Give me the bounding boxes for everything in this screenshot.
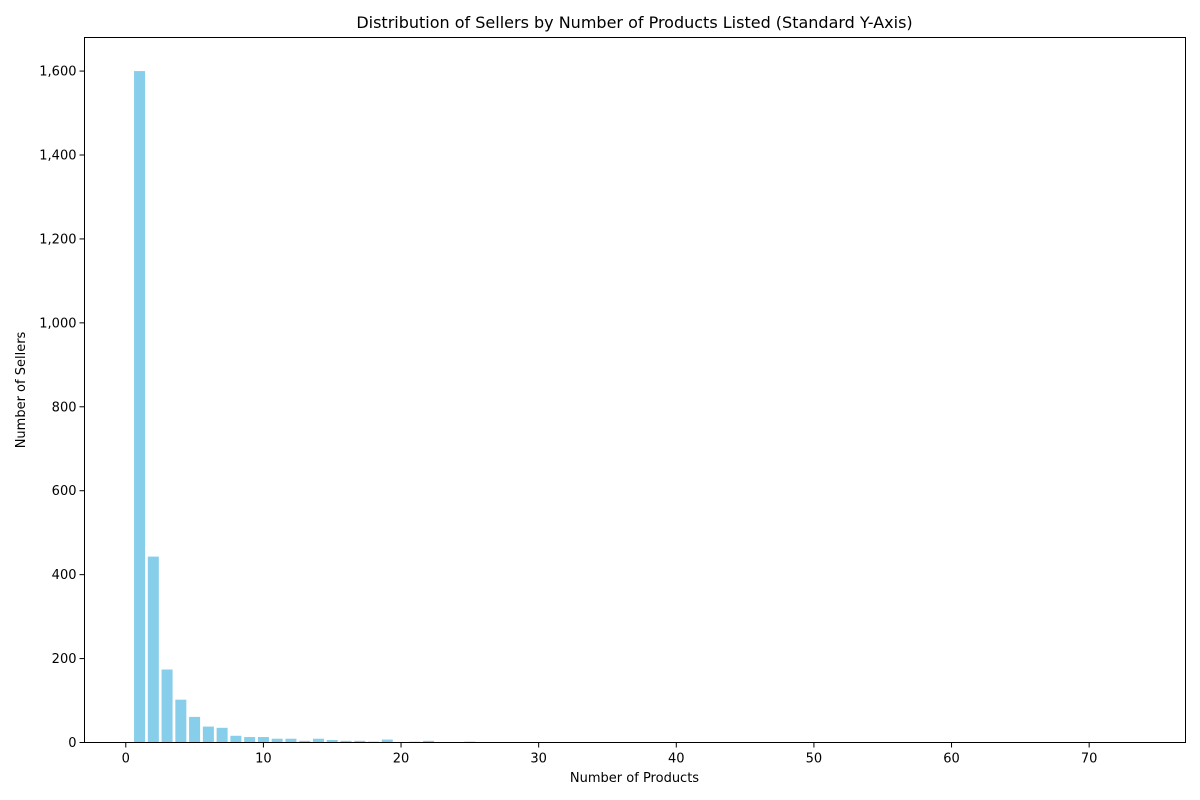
y-tick-label: 600 (52, 484, 77, 499)
bar (257, 737, 269, 743)
x-tick-label: 30 (530, 752, 547, 767)
x-tick-label: 10 (255, 752, 272, 767)
bar (285, 738, 297, 743)
bar (161, 669, 173, 743)
bars-group (134, 71, 1136, 743)
y-tick-label: 1,400 (39, 149, 76, 164)
bar (354, 740, 366, 743)
bar (216, 727, 228, 743)
bar (175, 699, 187, 743)
plot-frame (84, 37, 1186, 743)
x-axis-label: Number of Products (570, 771, 699, 786)
chart-title: Distribution of Sellers by Number of Pro… (356, 13, 912, 32)
x-tick-label: 20 (393, 752, 410, 767)
y-tick-label: 1,200 (39, 232, 76, 247)
y-tick-label: 1,600 (39, 65, 76, 80)
x-tick-label: 60 (943, 752, 960, 767)
x-axis-ticks: 0 10 20 30 40 50 60 70 (122, 742, 1098, 767)
y-axis-ticks: 0 200 400 600 800 1,000 1,200 1,400 1,600 (39, 65, 85, 751)
bar (340, 740, 352, 743)
bar (312, 738, 324, 743)
x-tick-label: 40 (668, 752, 685, 767)
x-tick-label: 50 (806, 752, 823, 767)
bar (244, 737, 256, 743)
x-tick-label: 0 (122, 752, 130, 767)
y-tick-label: 800 (52, 400, 77, 415)
bar (230, 735, 242, 743)
y-tick-label: 0 (68, 736, 76, 751)
bar (147, 556, 159, 743)
bar (271, 738, 283, 743)
y-tick-label: 400 (52, 568, 77, 583)
bar (189, 716, 201, 743)
bar (423, 740, 435, 743)
y-axis-label: Number of Sellers (14, 331, 29, 448)
bar (202, 726, 214, 743)
y-tick-label: 1,000 (39, 316, 76, 331)
bar (299, 740, 311, 743)
bar (326, 739, 338, 743)
bar (381, 739, 393, 743)
y-tick-label: 200 (52, 652, 77, 667)
x-tick-label: 70 (1081, 752, 1098, 767)
bar (134, 71, 146, 743)
